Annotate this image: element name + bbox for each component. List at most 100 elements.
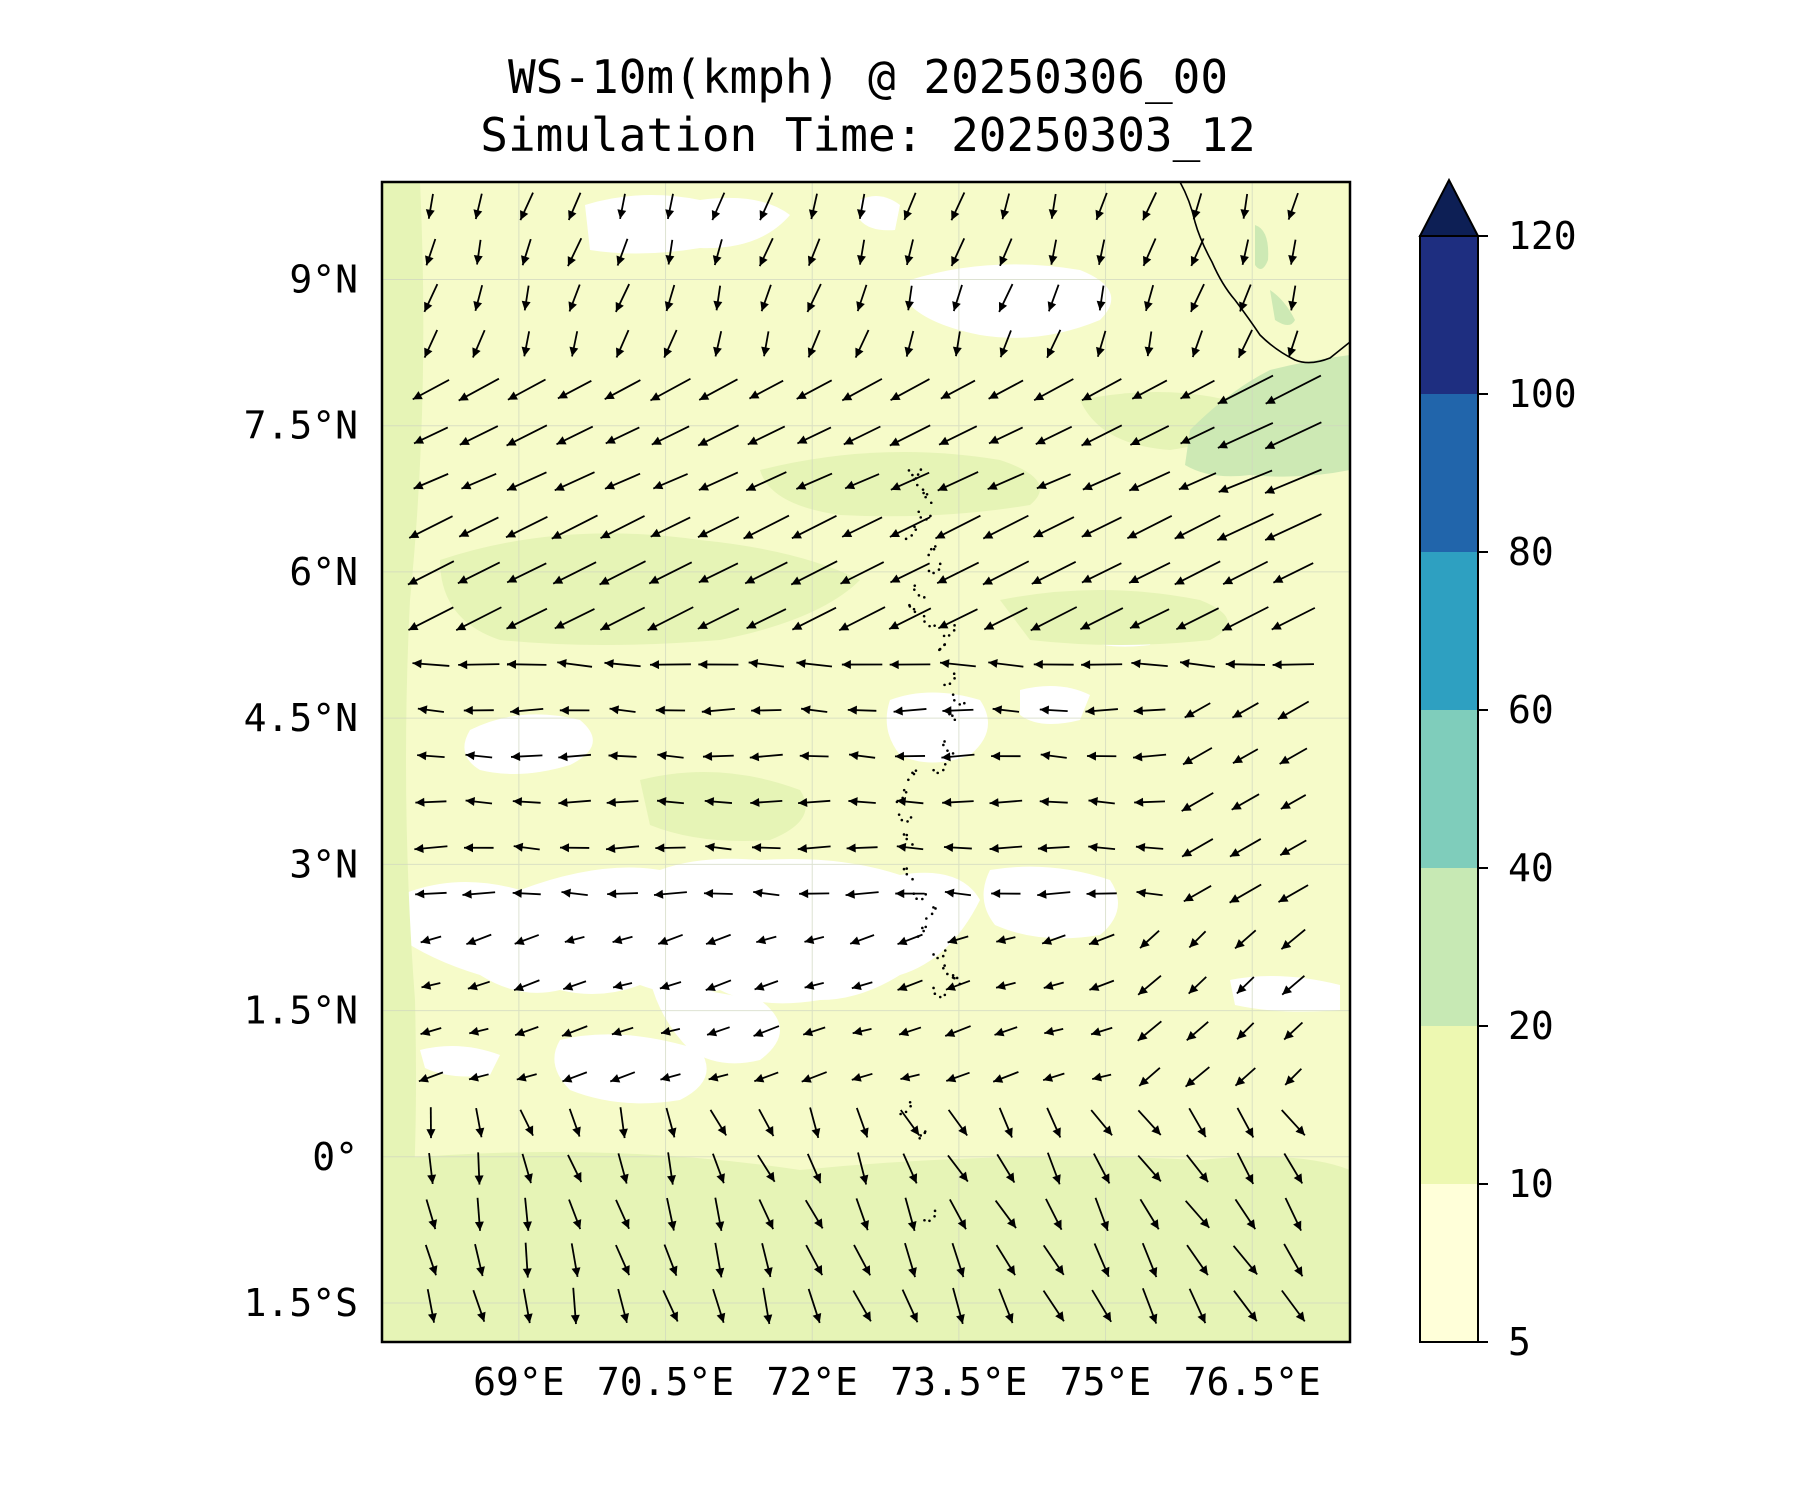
- map-area: [382, 182, 1350, 1342]
- wind-arrow: [851, 1072, 873, 1082]
- wind-arrow: [521, 331, 531, 357]
- wind-arrow: [1183, 885, 1212, 903]
- wind-arrow: [607, 889, 638, 899]
- wind-arrow: [665, 239, 675, 265]
- wind-arrow: [608, 751, 637, 761]
- wind-arrow: [1236, 1022, 1255, 1040]
- wind-arrow: [615, 1244, 630, 1276]
- wind-arrow: [1284, 1068, 1303, 1086]
- wind-arrow: [751, 705, 782, 715]
- wind-arrow: [412, 659, 450, 669]
- atoll-dot: [934, 907, 937, 910]
- wind-arrow: [1279, 839, 1307, 856]
- wind-arrow: [1033, 516, 1075, 538]
- wind-arrow: [998, 1288, 1014, 1324]
- atoll-dot: [943, 683, 946, 687]
- atoll-dot: [932, 986, 935, 990]
- wind-arrow: [418, 1071, 444, 1083]
- atoll-dot: [925, 917, 928, 920]
- colorbar-segment: [1420, 552, 1478, 710]
- wind-arrow: [703, 888, 733, 898]
- wind-arrow: [937, 471, 979, 492]
- wind-arrow: [652, 473, 688, 490]
- wind-arrow: [1264, 513, 1322, 541]
- wind-arrow: [417, 751, 445, 761]
- wind-arrow: [935, 514, 981, 540]
- wind-arrow: [1081, 424, 1123, 447]
- atoll-dot: [953, 677, 956, 680]
- wind-arrow: [1142, 1287, 1158, 1324]
- wind-arrow: [1232, 748, 1259, 764]
- atoll-dot: [902, 833, 906, 836]
- wind-arrow: [800, 705, 828, 715]
- atoll-dot: [904, 537, 908, 541]
- wind-arrow: [989, 798, 1023, 808]
- wind-arrow: [987, 472, 1025, 491]
- wind-arrow: [506, 424, 548, 447]
- wind-arrow: [712, 1288, 726, 1323]
- wind-arrow: [838, 606, 886, 632]
- wind-arrow: [567, 1154, 583, 1183]
- wind-arrow: [1096, 285, 1106, 311]
- wind-arrow: [505, 515, 548, 539]
- wind-arrow: [664, 284, 676, 312]
- wind-arrow: [463, 705, 494, 715]
- wind-arrow: [413, 426, 449, 445]
- wind-arrow: [904, 239, 914, 266]
- wind-arrow: [522, 1242, 532, 1278]
- wind-arrow: [896, 842, 924, 852]
- wind-arrow: [568, 1108, 581, 1137]
- lat-tick-label: 7.5°N: [244, 404, 358, 448]
- colorbar-segment: [1420, 1184, 1478, 1342]
- wind-arrow: [1179, 658, 1215, 668]
- wind-arrow: [1133, 706, 1166, 716]
- wind-arrow: [1186, 1154, 1209, 1183]
- wind-arrow: [1287, 192, 1299, 220]
- atoll-dot: [909, 1104, 912, 1108]
- wind-arrow: [801, 1071, 827, 1083]
- wind-arrow: [1081, 516, 1122, 538]
- wind-arrow: [1280, 794, 1307, 810]
- wind-arrow: [855, 1107, 869, 1138]
- wind-arrow: [653, 889, 687, 899]
- wind-arrow: [1232, 1245, 1258, 1276]
- wind-arrow: [756, 935, 777, 945]
- wind-arrow: [462, 889, 496, 899]
- wind-arrow: [1142, 238, 1157, 267]
- atoll-dot: [948, 682, 952, 686]
- wind-arrow: [705, 979, 732, 992]
- wind-arrow: [1234, 1067, 1256, 1087]
- atoll-dot: [928, 624, 931, 628]
- atoll-dot: [928, 1219, 931, 1223]
- wind-arrow: [604, 379, 641, 400]
- atoll-dot: [923, 596, 926, 599]
- wind-arrow: [750, 797, 783, 807]
- atoll-dot: [946, 749, 949, 752]
- atoll-dot: [938, 647, 942, 651]
- atoll-dot: [912, 607, 916, 611]
- wind-arrow: [1046, 329, 1062, 359]
- map-title-line-2: Simulation Time: 20250303_12: [480, 108, 1256, 162]
- wind-arrow: [512, 888, 541, 898]
- wind-arrow: [890, 562, 930, 584]
- wind-arrow: [567, 192, 582, 221]
- wind-arrow: [705, 842, 732, 852]
- wind-arrow: [942, 797, 974, 807]
- atoll-dot: [921, 488, 925, 491]
- wind-arrow: [759, 192, 774, 221]
- wind-arrow: [712, 1153, 725, 1184]
- wind-arrow: [426, 1107, 436, 1139]
- wind-arrow: [1174, 560, 1221, 586]
- wind-arrow: [697, 516, 740, 538]
- atoll-dot: [905, 872, 909, 876]
- wind-arrow: [1137, 974, 1162, 996]
- wind-arrow: [649, 377, 691, 402]
- atoll-dot: [916, 473, 920, 476]
- wind-arrow: [849, 934, 875, 945]
- wind-arrow: [1129, 425, 1170, 446]
- wind-arrow: [522, 1288, 533, 1324]
- wind-arrow: [1080, 607, 1124, 631]
- lat-tick-label: 0°: [312, 1135, 358, 1179]
- wind-arrow: [1284, 1197, 1302, 1232]
- wind-arrow: [951, 1242, 965, 1278]
